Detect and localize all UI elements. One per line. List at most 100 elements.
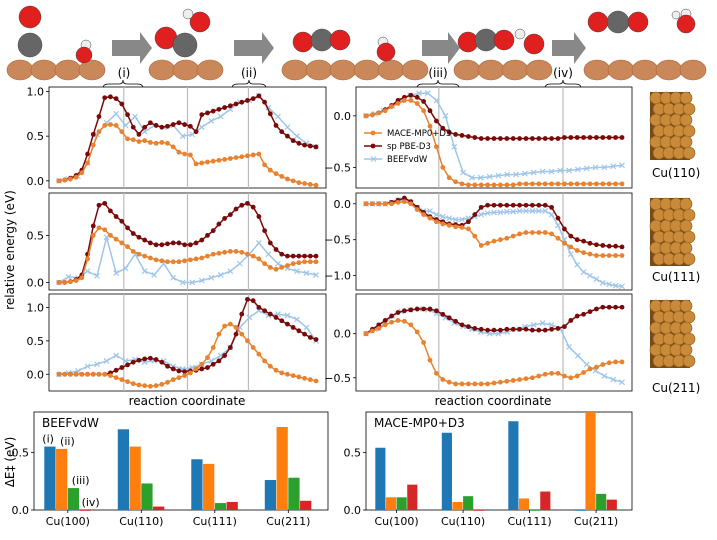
y-tick-label: 0.5 [27, 335, 45, 348]
data-point [84, 268, 91, 275]
bar-marker-label: (i) [42, 433, 54, 446]
data-point [256, 256, 262, 262]
data-point [453, 381, 458, 387]
data-point [267, 311, 273, 317]
data-point [273, 367, 279, 373]
x-tick-label: Cu(110) [119, 515, 163, 528]
data-point [416, 90, 422, 97]
data-point [574, 166, 581, 173]
data-point [574, 373, 580, 379]
data-point [549, 370, 554, 376]
data-point [125, 136, 130, 142]
data-point [587, 272, 593, 279]
data-point [542, 208, 549, 214]
data-point [504, 378, 510, 384]
data-point [549, 231, 554, 237]
data-point [510, 136, 516, 141]
data-point [549, 204, 554, 210]
copper-atom [682, 230, 696, 244]
data-point [530, 136, 535, 141]
data-point [56, 280, 62, 285]
molecule-atom [376, 42, 396, 62]
bar [264, 480, 277, 510]
data-point [170, 240, 176, 246]
copper-atom [679, 113, 693, 127]
data-point [485, 327, 490, 333]
data-point [376, 322, 382, 328]
data-point [606, 281, 613, 288]
data-point [130, 248, 136, 254]
data-point [193, 129, 199, 135]
data-point [267, 240, 273, 246]
data-point [245, 98, 250, 103]
bar [585, 412, 596, 510]
data-point [255, 239, 262, 246]
copper-atom [679, 59, 707, 81]
right-arrow-icon [552, 32, 586, 64]
data-point [539, 320, 546, 327]
y-tick-label: 1.0 [27, 301, 45, 314]
bar [276, 426, 288, 510]
data-point [176, 259, 182, 265]
data-point [408, 97, 414, 103]
data-point [434, 370, 439, 376]
data-point [472, 233, 478, 239]
data-point [459, 225, 465, 230]
data-point [147, 120, 153, 126]
x-tick-label: Cu(211) [574, 515, 618, 528]
data-point [119, 365, 125, 370]
data-point [285, 176, 290, 182]
data-point [142, 237, 148, 243]
data-point [523, 230, 529, 235]
data-point [376, 325, 382, 331]
data-point [593, 276, 600, 283]
bar-panel-title: MACE-MP0+D3 [374, 416, 465, 430]
data-point [600, 243, 606, 248]
data-point [568, 233, 574, 239]
copper-atom [353, 59, 381, 81]
data-point [119, 377, 125, 383]
data-point [485, 136, 490, 141]
data-point [217, 272, 224, 278]
data-point [440, 164, 446, 170]
data-point [233, 331, 239, 337]
data-point [583, 165, 590, 172]
bar [574, 510, 585, 511]
chart-panel-left-row2: 0.0 0.5 [27, 192, 327, 291]
surface-label-110: Cu(110) [652, 166, 700, 180]
molecule-atom [182, 8, 194, 20]
data-point [612, 282, 619, 289]
bar [529, 510, 540, 511]
data-point [408, 322, 414, 328]
data-point [210, 228, 216, 234]
data-point [210, 251, 216, 257]
data-point [153, 242, 159, 248]
data-point [222, 249, 228, 255]
data-point [187, 123, 193, 129]
y-tick-label: 0.0 [27, 276, 45, 289]
data-point [227, 345, 233, 350]
data-point [302, 253, 307, 259]
data-point [262, 261, 267, 267]
data-point [250, 152, 256, 158]
data-point [408, 201, 414, 207]
data-point [294, 316, 300, 323]
x-tick-label: Cu(111) [193, 515, 237, 528]
data-point [256, 93, 262, 99]
data-point [414, 306, 420, 312]
data-point [113, 352, 120, 359]
data-point [414, 101, 420, 106]
data-point [446, 175, 452, 181]
data-point [159, 140, 165, 145]
molecule-atom [329, 29, 351, 51]
data-point [245, 296, 250, 302]
bar-marker-label: (ii) [60, 435, 75, 448]
data-point [498, 379, 503, 385]
data-point [370, 112, 375, 118]
data-point [130, 137, 136, 143]
data-point [594, 135, 599, 140]
data-point [402, 199, 407, 205]
data-point [216, 106, 222, 112]
data-point [459, 133, 465, 138]
data-point [216, 331, 222, 337]
